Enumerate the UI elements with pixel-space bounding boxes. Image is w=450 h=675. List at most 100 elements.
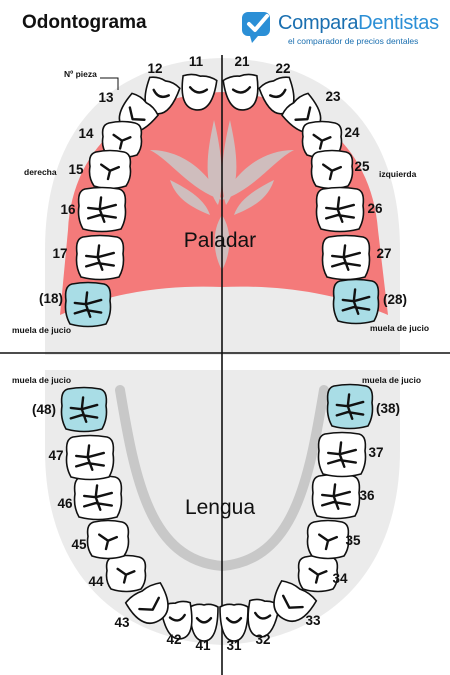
- brand-tagline: el comparador de precios dentales: [288, 36, 419, 46]
- tooth-33[interactable]: [266, 579, 318, 629]
- tooth-28-fissure: [341, 288, 371, 315]
- tooth-36[interactable]: [311, 473, 361, 520]
- tooth-35[interactable]: [306, 519, 350, 560]
- muela-juicio-upper-right: muela de jucio: [370, 323, 429, 333]
- tooth-number-25: 25: [354, 159, 370, 174]
- tooth-21[interactable]: [222, 73, 261, 112]
- tooth-26[interactable]: [315, 186, 365, 233]
- pieza-pointer-line: [100, 77, 119, 90]
- tooth-44-fissure: [116, 567, 136, 584]
- tooth-43-fissure: [138, 596, 160, 611]
- tooth-18-fissure: [73, 291, 103, 318]
- tooth-number-43: 43: [114, 615, 130, 630]
- tooth-18[interactable]: [64, 281, 112, 328]
- tooth-11-fissure: [188, 86, 209, 94]
- tooth-32-fissure: [254, 611, 272, 620]
- tooth-16-fissure: [87, 196, 117, 223]
- tooth-number-28: (28): [383, 292, 407, 307]
- tooth-41[interactable]: [189, 603, 219, 642]
- tooth-number-22: 22: [275, 61, 290, 76]
- muela-juicio-lower-right: muela de jucio: [362, 375, 421, 385]
- tooth-45[interactable]: [86, 519, 130, 560]
- izquierda-label: izquierda: [379, 169, 417, 179]
- tooth-22-crown: [258, 76, 295, 115]
- tooth-23-fissure: [294, 106, 312, 121]
- tooth-number-24: 24: [344, 125, 360, 140]
- tooth-38[interactable]: [326, 383, 374, 430]
- tooth-37-fissure: [327, 441, 357, 468]
- tooth-43-crown: [124, 582, 169, 625]
- tooth-48[interactable]: [60, 386, 108, 433]
- tooth-number-35: 35: [345, 533, 361, 548]
- tooth-28[interactable]: [332, 278, 380, 325]
- tooth-25[interactable]: [310, 149, 354, 190]
- tooth-16[interactable]: [77, 186, 127, 233]
- tooth-38-fissure: [335, 393, 365, 420]
- tooth-41-fissure: [195, 617, 213, 624]
- tooth-13-fissure: [128, 106, 146, 121]
- tooth-number-23: 23: [325, 89, 341, 104]
- tooth-number-21: 21: [234, 54, 250, 69]
- tooth-33-crown: [273, 580, 318, 623]
- tooth-number-42: 42: [166, 632, 181, 647]
- brand-logo: ComparaDentistas el comparador de precio…: [240, 8, 445, 50]
- tooth-31[interactable]: [219, 603, 249, 642]
- tooth-number-33: 33: [305, 613, 321, 628]
- tooth-number-15: 15: [68, 162, 84, 177]
- tooth-number-17: 17: [52, 246, 67, 261]
- lengua-label: Lengua: [185, 496, 255, 519]
- tooth-11[interactable]: [179, 73, 218, 112]
- tooth-36-fissure: [321, 483, 351, 510]
- tooth-number-36: 36: [359, 488, 375, 503]
- tooth-number-44: 44: [88, 574, 104, 589]
- tooth-number-12: 12: [147, 61, 162, 76]
- muela-juicio-upper-left: muela de jucio: [12, 325, 71, 335]
- tooth-number-14: 14: [78, 126, 94, 141]
- tooth-33-fissure: [282, 594, 304, 609]
- tooth-31-fissure: [225, 617, 243, 624]
- tooth-15[interactable]: [88, 149, 132, 190]
- tooth-46-fissure: [83, 484, 113, 511]
- tooth-number-45: 45: [71, 537, 87, 552]
- tooth-47-fissure: [75, 444, 105, 471]
- tooth-47[interactable]: [65, 434, 115, 481]
- tooth-48-fissure: [69, 396, 99, 423]
- tooth-number-16: 16: [60, 202, 76, 217]
- tooth-35-fissure: [318, 533, 338, 551]
- tooth-number-27: 27: [376, 246, 391, 261]
- check-bubble-icon: [242, 12, 270, 43]
- tooth-15-fissure: [100, 163, 120, 181]
- tooth-43[interactable]: [124, 581, 176, 631]
- muela-juicio-lower-left: muela de jucio: [12, 375, 71, 385]
- tooth-number-38: (38): [376, 401, 400, 416]
- tooth-number-31: 31: [226, 638, 242, 653]
- tooth-17[interactable]: [75, 234, 125, 281]
- tooth-number-11: 11: [189, 54, 204, 69]
- tooth-number-32: 32: [255, 632, 270, 647]
- tooth-21-fissure: [231, 86, 252, 94]
- tooth-number-48: (48): [32, 402, 56, 417]
- tooth-number-18: (18): [39, 291, 63, 306]
- tooth-number-47: 47: [48, 448, 63, 463]
- brand-name: ComparaDentistas: [278, 12, 439, 34]
- tooth-25-fissure: [322, 163, 342, 181]
- tooth-14[interactable]: [101, 120, 143, 159]
- tooth-27[interactable]: [321, 234, 371, 281]
- tooth-number-41: 41: [195, 638, 211, 653]
- tooth-number-34: 34: [332, 571, 348, 586]
- tooth-34-fissure: [308, 567, 328, 584]
- tooth-44[interactable]: [105, 554, 147, 593]
- tooth-number-13: 13: [98, 90, 114, 105]
- tooth-45-fissure: [98, 533, 118, 551]
- tooth-26-fissure: [325, 196, 355, 223]
- tooth-12[interactable]: [139, 75, 181, 119]
- tooth-24-fissure: [312, 133, 332, 150]
- tooth-12-fissure: [152, 88, 170, 98]
- tooth-42[interactable]: [159, 600, 196, 641]
- tooth-46[interactable]: [73, 474, 123, 521]
- tooth-number-37: 37: [368, 445, 383, 460]
- tooth-number-26: 26: [367, 201, 383, 216]
- tooth-22[interactable]: [258, 75, 300, 119]
- tooth-37[interactable]: [317, 431, 367, 478]
